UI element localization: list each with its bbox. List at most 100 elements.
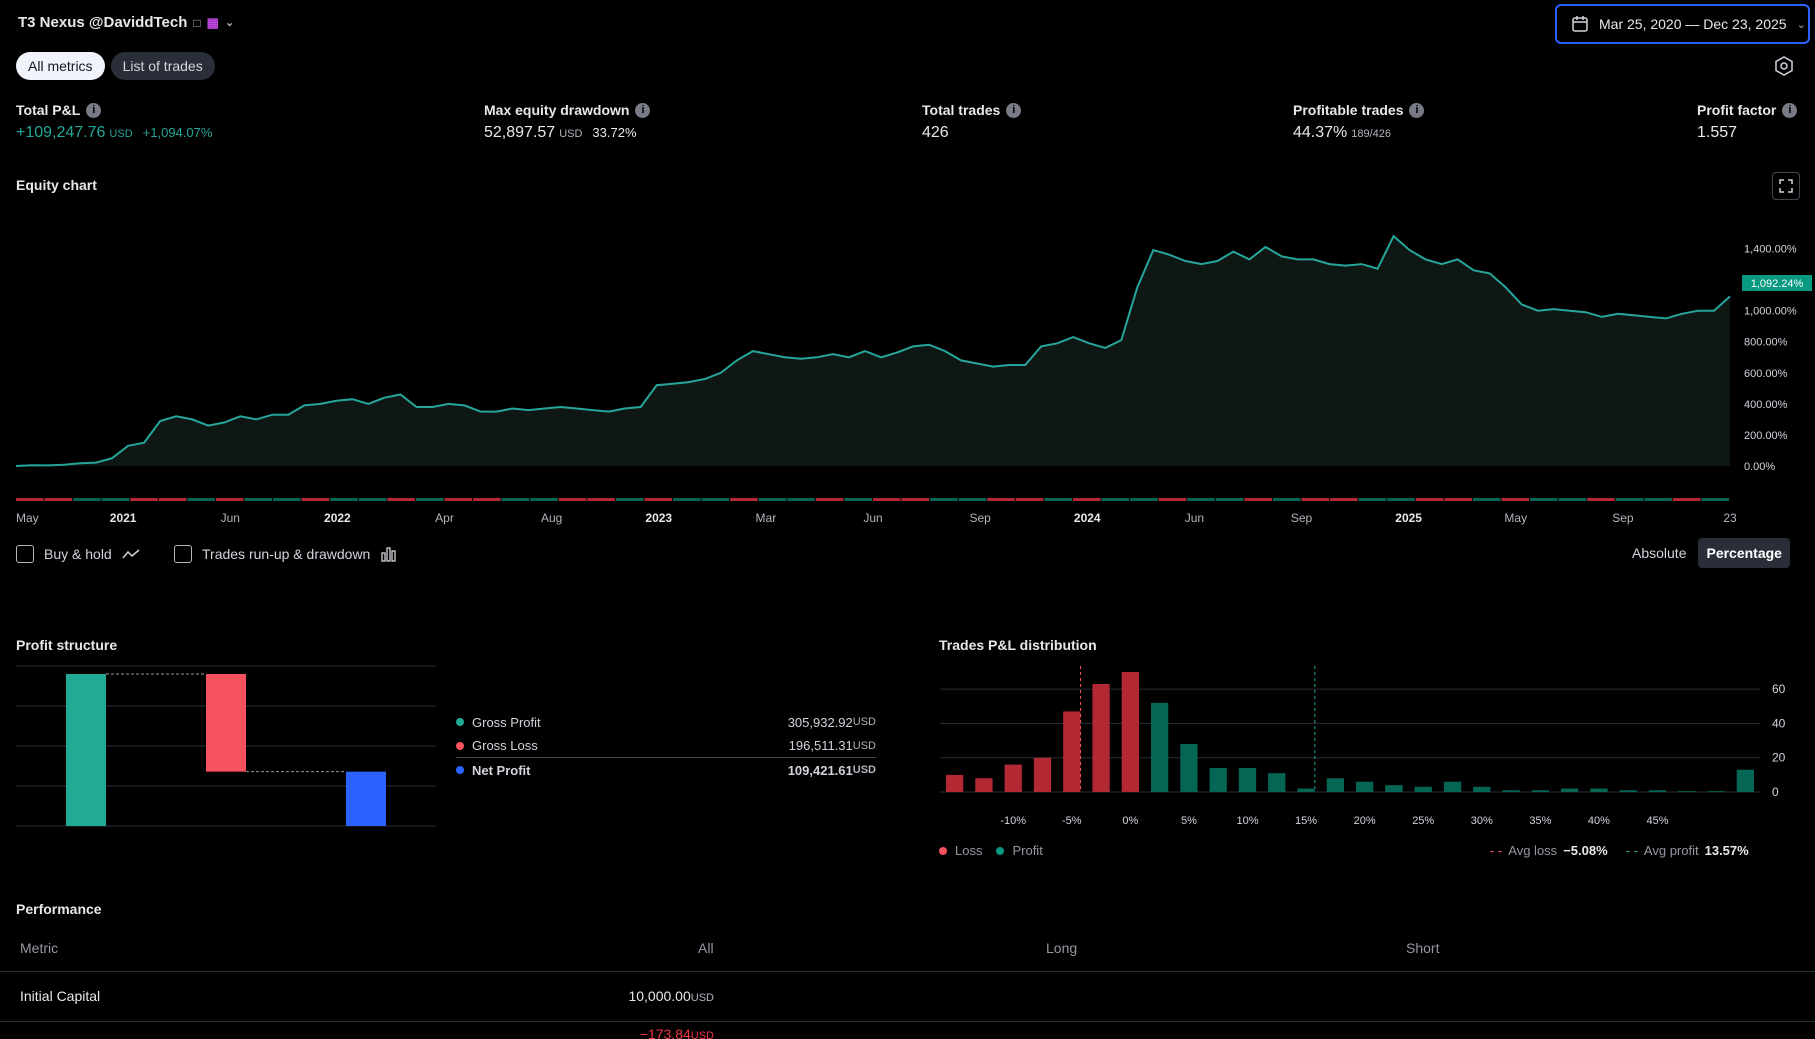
table-row: −173.84USD — [0, 1022, 1815, 1039]
trade-segment — [444, 498, 473, 501]
metric-label: Max equity drawdown — [484, 102, 630, 118]
expand-icon[interactable] — [1772, 172, 1800, 200]
trade-segment — [273, 498, 301, 501]
legend-row-net-profit: Net Profit 109,421.61 USD — [456, 758, 876, 782]
x-tick-label: 25% — [1412, 815, 1434, 827]
trade-segment — [815, 498, 844, 501]
trade-segment — [1301, 498, 1330, 501]
legend-value: 196,511.31 — [788, 738, 853, 753]
trade-segment — [1644, 498, 1672, 501]
trade-segment — [1015, 498, 1044, 501]
profit-bar — [1443, 781, 1462, 792]
col-short: Short — [1406, 940, 1440, 956]
tab-list-of-trades[interactable]: List of trades — [110, 52, 215, 80]
info-icon[interactable]: i — [1782, 102, 1798, 118]
y-tick-label: 0 — [1772, 785, 1779, 799]
loss-bar — [946, 774, 964, 792]
profit-bar — [1561, 788, 1579, 792]
calendar-icon: ▦ — [206, 14, 219, 30]
metric-label: Profit factor — [1697, 102, 1777, 118]
trade-segment — [158, 498, 187, 501]
legend-row-gross-loss: Gross Loss 196,511.31 USD — [456, 734, 876, 758]
runup-checkbox[interactable] — [174, 545, 192, 563]
legend-profit: Profit — [996, 843, 1043, 858]
trade-segment — [73, 498, 101, 501]
percentage-button[interactable]: Percentage — [1698, 538, 1790, 568]
trade-segment — [530, 498, 558, 501]
y-tick-label: 400.00% — [1744, 399, 1788, 411]
x-tick-label: Jun — [221, 511, 240, 525]
settings-icon[interactable] — [1772, 54, 1796, 78]
profit-bar — [1326, 778, 1344, 792]
y-tick-label: 0.00% — [1744, 461, 1775, 473]
legend-row-gross-profit: Gross Profit 305,932.92 USD — [456, 710, 876, 734]
legend-value: 109,421.61 — [787, 762, 853, 778]
net-profit-bar — [346, 771, 386, 826]
legend-unit: USD — [852, 739, 876, 752]
dashed-line-icon: - - — [1625, 843, 1638, 858]
profit-bar — [1297, 788, 1315, 792]
trade-segment — [1272, 498, 1301, 501]
date-range-picker[interactable]: Mar 25, 2020 — Dec 23, 2025 ⌄ — [1555, 4, 1810, 44]
metric-sub: 189/426 — [1351, 128, 1392, 140]
square-icon: □ — [193, 15, 201, 30]
trade-segment — [673, 498, 701, 501]
absolute-button[interactable]: Absolute — [1632, 545, 1687, 561]
strategy-title[interactable]: T3 Nexus @DaviddTech □ ▦ ⌄ — [18, 14, 234, 31]
trade-segment — [1358, 498, 1387, 501]
info-icon[interactable]: i — [635, 102, 651, 118]
distribution-title: Trades P&L distribution — [939, 637, 1097, 653]
trade-segment — [987, 498, 1015, 501]
trade-segment — [1387, 498, 1415, 501]
x-tick-label: 0% — [1122, 815, 1138, 827]
trade-segment — [1501, 498, 1530, 501]
profit-bar — [1209, 768, 1227, 792]
line-chart-icon — [122, 549, 140, 559]
metric-percent: 33.72% — [592, 125, 637, 140]
profit-bar — [1385, 785, 1403, 792]
equity-area — [16, 236, 1730, 466]
buy-hold-toggle[interactable]: Buy & hold — [16, 545, 140, 563]
loss-bar — [1092, 684, 1110, 792]
info-icon[interactable]: i — [86, 102, 102, 118]
chevron-down-icon: ⌄ — [1796, 18, 1806, 31]
trade-segment — [501, 498, 530, 501]
distribution-legend: Loss Profit — [939, 843, 1043, 858]
trade-segment — [1587, 498, 1615, 501]
performance-title: Performance — [16, 901, 102, 917]
profit-bar — [1238, 768, 1257, 792]
tab-all-metrics[interactable]: All metrics — [16, 52, 105, 80]
profit-bar — [1502, 790, 1520, 792]
trade-segment — [644, 498, 673, 501]
avg-profit-label: Avg profit — [1643, 843, 1699, 858]
metric-percent: +1,094.07% — [142, 125, 213, 140]
trade-segment — [415, 498, 444, 501]
x-tick-label: Jun — [1185, 511, 1204, 525]
metric-profit-factor: Profit factor i 1.557 — [1697, 102, 1798, 142]
equity-chart[interactable]: 1,400.00%1,200.00%1,000.00%800.00%600.00… — [0, 195, 1815, 535]
metric-label: Total trades — [922, 102, 1001, 118]
gross-profit-bar — [66, 674, 106, 826]
x-tick-label: 45% — [1646, 815, 1668, 827]
buy-hold-checkbox[interactable] — [16, 545, 34, 563]
profit-structure-legend: Gross Profit 305,932.92 USD Gross Loss 19… — [456, 710, 876, 782]
row-all-value: 10,000.00USD — [628, 988, 714, 1004]
x-tick-label: Sep — [1291, 511, 1313, 525]
info-icon[interactable]: i — [1006, 102, 1022, 118]
y-tick-label: 600.00% — [1744, 368, 1788, 380]
trade-segment — [930, 498, 958, 501]
avg-loss-label: Avg loss — [1508, 843, 1558, 858]
metric-unit: USD — [559, 128, 583, 140]
trade-segment — [215, 498, 244, 501]
profit-bar — [1678, 791, 1696, 792]
loss-bar — [975, 778, 993, 792]
info-icon[interactable]: i — [1409, 102, 1425, 118]
y-tick-label: 40 — [1772, 716, 1786, 730]
loss-bar — [1033, 757, 1052, 792]
avg-profit-value: 13.57% — [1704, 843, 1749, 858]
current-value-label: 1,092.24% — [1751, 278, 1804, 290]
runup-drawdown-toggle[interactable]: Trades run-up & drawdown — [174, 545, 396, 563]
trade-segment — [587, 498, 615, 501]
trade-segment — [330, 498, 358, 501]
profit-bar — [1590, 788, 1608, 792]
